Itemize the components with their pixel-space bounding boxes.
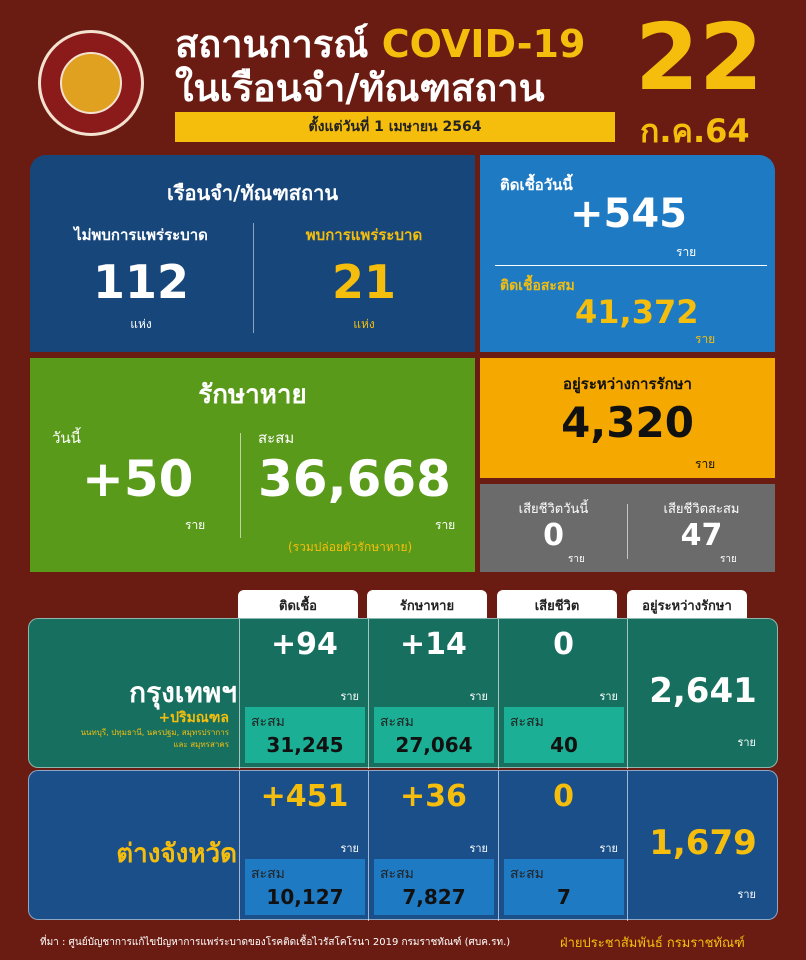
- unit: ราย: [737, 888, 756, 901]
- recovered-today-unit: ราย: [185, 518, 206, 532]
- region-note: นนทบุรี, ปทุมธานี, นครปฐม, สมุทรปราการ แ…: [80, 728, 229, 749]
- treating-count: 1,679: [649, 823, 757, 863]
- recovered-title: รักษาหาย: [198, 380, 307, 410]
- table-row-bangkok: กรุงเทพฯ +ปริมณฑล นนทบุรี, ปทุมธานี, นคร…: [28, 618, 778, 769]
- title-line-2: ในเรือนจำ/ทัณฑสถาน: [175, 66, 545, 110]
- deaths-today: 0: [553, 627, 574, 662]
- unit: ราย: [469, 842, 488, 855]
- footer-credit: ฝ่ายประชาสัมพันธ์ กรมราชทัณฑ์: [560, 936, 745, 951]
- deaths-total-label: เสียชีวิตสะสม: [663, 502, 740, 517]
- no-outbreak-label: ไม่พบการแพร่ระบาด: [74, 226, 208, 244]
- region-name: กรุงเทพฯ: [129, 676, 237, 709]
- cumulative-label: สะสม: [510, 714, 544, 730]
- outbreak-unit: แห่ง: [353, 317, 375, 331]
- recovered-total-value: 36,668: [258, 450, 451, 508]
- deaths-total: 40: [550, 733, 578, 757]
- department-of-corrections-logo: [38, 30, 144, 136]
- report-day: 22: [635, 4, 764, 111]
- recovered-total-unit: ราย: [435, 518, 456, 532]
- cumulative-label: สะสม: [380, 714, 414, 730]
- recovered-today-value: +50: [82, 450, 194, 508]
- deaths-total: 7: [557, 885, 571, 909]
- infected-total-label: ติดเชื้อสะสม: [500, 278, 575, 294]
- header-treating: อยู่ระหว่างรักษา: [627, 590, 747, 620]
- recovered-total: 7,827: [402, 885, 466, 909]
- unit: ราย: [340, 690, 359, 703]
- recovered-note: (รวมปล่อยตัวรักษาหาย): [288, 540, 413, 554]
- outbreak-label: พบการแพร่ระบาด: [305, 226, 423, 244]
- footer-source: ที่มา : ศูนย์บัญชาการแก้ไขปัญหาการแพร่ระ…: [40, 937, 511, 948]
- treating-unit: ราย: [695, 457, 716, 471]
- infected-today-unit: ราย: [676, 245, 697, 259]
- report-month-year: ก.ค.64: [640, 112, 750, 150]
- no-outbreak-value: 112: [92, 255, 190, 309]
- treating-count: 2,641: [649, 671, 757, 711]
- unit: ราย: [599, 842, 618, 855]
- deaths-today-label: เสียชีวิตวันนี้: [518, 502, 589, 517]
- treating-label: อยู่ระหว่างการรักษา: [563, 375, 692, 393]
- header-deaths: เสียชีวิต: [497, 590, 617, 620]
- unit: ราย: [340, 842, 359, 855]
- outbreak-value: 21: [331, 255, 396, 309]
- unit: ราย: [737, 736, 756, 749]
- region-sub: +ปริมณฑล: [158, 710, 229, 726]
- header-recovered: รักษาหาย: [367, 590, 487, 620]
- deaths-panel: เสียชีวิตวันนี้ 0 ราย เสียชีวิตสะสม 47 ร…: [480, 484, 775, 572]
- unit: ราย: [469, 690, 488, 703]
- deaths-total-unit: ราย: [720, 554, 737, 565]
- deaths-today-unit: ราย: [568, 554, 585, 565]
- treating-panel: อยู่ระหว่างการรักษา 4,320 ราย: [480, 358, 775, 478]
- header-infected: ติดเชื้อ: [238, 590, 358, 620]
- infected-total: 10,127: [266, 885, 344, 909]
- unit: ราย: [599, 690, 618, 703]
- infected-total: 31,245: [266, 733, 344, 757]
- deaths-today: 0: [553, 779, 574, 814]
- no-outbreak-unit: แห่ง: [130, 317, 152, 331]
- recovered-panel: รักษาหาย วันนี้ +50 ราย สะสม 36,668 ราย …: [30, 358, 475, 572]
- recovered-total: 27,064: [395, 733, 473, 757]
- cumulative-label: สะสม: [380, 866, 414, 882]
- table-row-provinces: ต่างจังหวัด +451 ราย สะสม 10,127 +36 ราย สะสม…: [28, 770, 778, 921]
- recovered-today: +14: [400, 627, 467, 662]
- treating-value: 4,320: [561, 398, 694, 447]
- cumulative-label: สะสม: [251, 714, 285, 730]
- prisons-panel: เรือนจำ/ทัณฑสถาน ไม่พบการแพร่ระบาด 112 แ…: [30, 155, 475, 352]
- infected-today: +94: [271, 627, 338, 662]
- infected-today-label: ติดเชื้อวันนี้: [500, 176, 573, 194]
- title-line-1: สถานการณ์ COVID-19: [175, 22, 586, 66]
- infected-total-value: 41,372: [575, 293, 699, 331]
- region-name: ต่างจังหวัด: [116, 839, 237, 869]
- recovered-today: +36: [400, 779, 467, 814]
- infected-total-unit: ราย: [695, 332, 716, 346]
- infected-panel: ติดเชื้อวันนี้ +545 ราย ติดเชื้อสะสม 41,…: [480, 155, 775, 352]
- recovered-today-label: วันนี้: [52, 429, 81, 447]
- prisons-title: เรือนจำ/ทัณฑสถาน: [166, 181, 339, 205]
- cumulative-label: สะสม: [251, 866, 285, 882]
- deaths-total-value: 47: [680, 518, 723, 553]
- infected-today: +451: [260, 779, 349, 814]
- infected-today-value: +545: [570, 191, 688, 237]
- since-date-bar: ตั้งแต่วันที่ 1 เมษายน 2564: [175, 112, 615, 142]
- deaths-today-value: 0: [543, 518, 564, 553]
- recovered-total-label: สะสม: [258, 429, 295, 447]
- cumulative-label: สะสม: [510, 866, 544, 882]
